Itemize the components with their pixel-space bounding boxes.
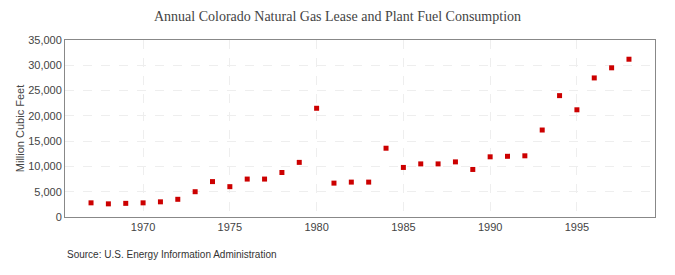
svg-text:1970: 1970 (131, 221, 155, 233)
svg-text:1980: 1980 (304, 221, 328, 233)
svg-text:20,000: 20,000 (28, 110, 62, 122)
svg-text:30,000: 30,000 (28, 59, 62, 71)
svg-text:Annual Colorado Natural Gas Le: Annual Colorado Natural Gas Lease and Pl… (154, 9, 521, 24)
svg-text:1985: 1985 (391, 221, 415, 233)
svg-text:25,000: 25,000 (28, 84, 62, 96)
svg-text:1995: 1995 (565, 221, 589, 233)
svg-text:10,000: 10,000 (28, 160, 62, 172)
svg-text:1975: 1975 (218, 221, 242, 233)
svg-text:Source: U.S. Energy Informatio: Source: U.S. Energy Information Administ… (67, 249, 277, 260)
svg-text:35,000: 35,000 (28, 34, 62, 46)
svg-text:0: 0 (56, 211, 62, 223)
svg-text:15,000: 15,000 (28, 135, 62, 147)
svg-text:1990: 1990 (478, 221, 502, 233)
svg-text:5,000: 5,000 (34, 186, 62, 198)
svg-text:Million Cubic Feet: Million Cubic Feet (14, 85, 26, 172)
